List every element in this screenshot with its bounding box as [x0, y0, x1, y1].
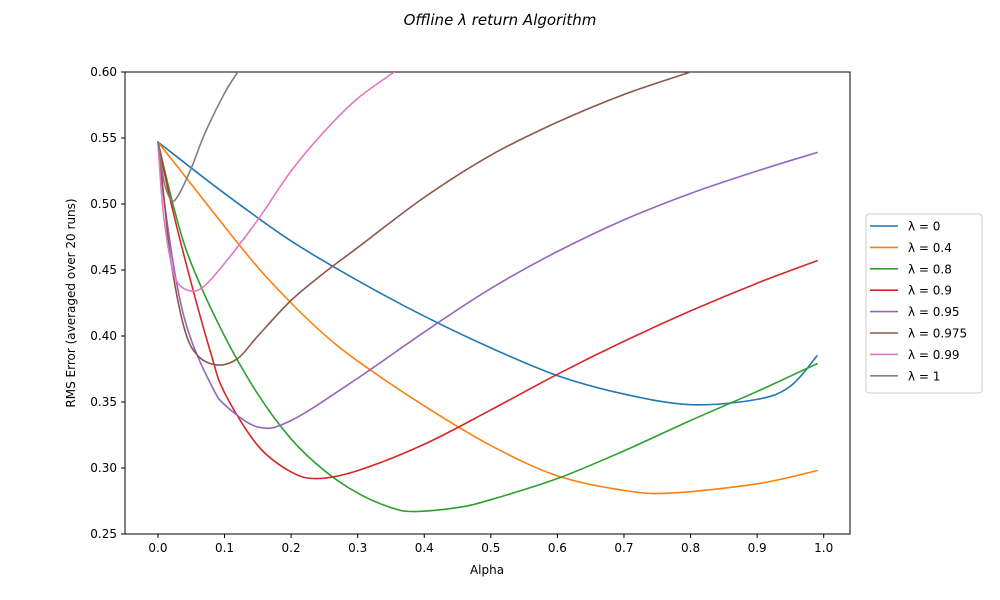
y-tick-label: 0.50 — [90, 197, 117, 211]
x-tick-label: 1.0 — [814, 541, 833, 555]
legend-label-0: λ = 0 — [908, 220, 940, 234]
legend: λ = 0 λ = 0.4 λ = 0.8 λ = 0.9 λ = 0.95 λ = 0.… — [865, 213, 983, 394]
plot-frame — [124, 71, 851, 535]
series-line-4 — [157, 141, 818, 430]
legend-box — [865, 213, 983, 394]
legend-label-4: λ = 0.95 — [908, 305, 960, 319]
x-tick-label: 0.4 — [415, 541, 434, 555]
x-tick-label: 0.1 — [215, 541, 234, 555]
y-tick-label: 0.30 — [90, 461, 117, 475]
series-line-0 — [157, 141, 818, 406]
chart-title: Offline λ return Algorithm — [404, 11, 597, 29]
x-tick-label: 0.5 — [481, 541, 500, 555]
x-tick-label: 0.7 — [614, 541, 633, 555]
legend-label-7: λ = 1 — [908, 369, 940, 383]
y-tick-label: 0.60 — [90, 65, 117, 79]
series-layer — [157, 72, 818, 513]
x-axis-ticks: 0.0 0.1 0.2 0.3 0.4 0.5 0.6 0.7 0.8 0.9 1.0 — [148, 534, 833, 555]
y-tick-label: 0.45 — [90, 263, 117, 277]
x-tick-label: 0.6 — [548, 541, 567, 555]
legend-label-3: λ = 0.9 — [908, 284, 952, 298]
legend-label-2: λ = 0.8 — [908, 262, 952, 276]
series-line-1 — [157, 141, 818, 495]
series-line-5 — [157, 72, 692, 366]
series-line-2 — [157, 141, 818, 513]
legend-label-6: λ = 0.99 — [908, 348, 960, 362]
x-tick-label: 0.9 — [748, 541, 767, 555]
series-line-3 — [157, 141, 818, 480]
series-line-6 — [157, 72, 396, 293]
x-tick-label: 0.0 — [148, 541, 167, 555]
x-tick-label: 0.8 — [681, 541, 700, 555]
y-axis-label: RMS Error (averaged over 20 runs) — [64, 198, 78, 407]
y-tick-label: 0.40 — [90, 329, 117, 343]
y-axis-ticks: 0.25 0.30 0.35 0.40 0.45 0.50 0.55 0.60 — [90, 65, 125, 541]
y-tick-label: 0.35 — [90, 395, 117, 409]
legend-label-5: λ = 0.975 — [908, 327, 967, 341]
x-axis-label: Alpha — [470, 563, 504, 577]
legend-label-1: λ = 0.4 — [908, 241, 952, 255]
plot-area: 0.0 0.1 0.2 0.3 0.4 0.5 0.6 0.7 0.8 0.9 1.0 0.250.… — [90, 65, 851, 555]
y-tick-label: 0.25 — [90, 527, 117, 541]
y-tick-label: 0.55 — [90, 131, 117, 145]
x-tick-label: 0.3 — [348, 541, 367, 555]
series-line-7 — [157, 72, 239, 202]
x-tick-label: 0.2 — [282, 541, 301, 555]
